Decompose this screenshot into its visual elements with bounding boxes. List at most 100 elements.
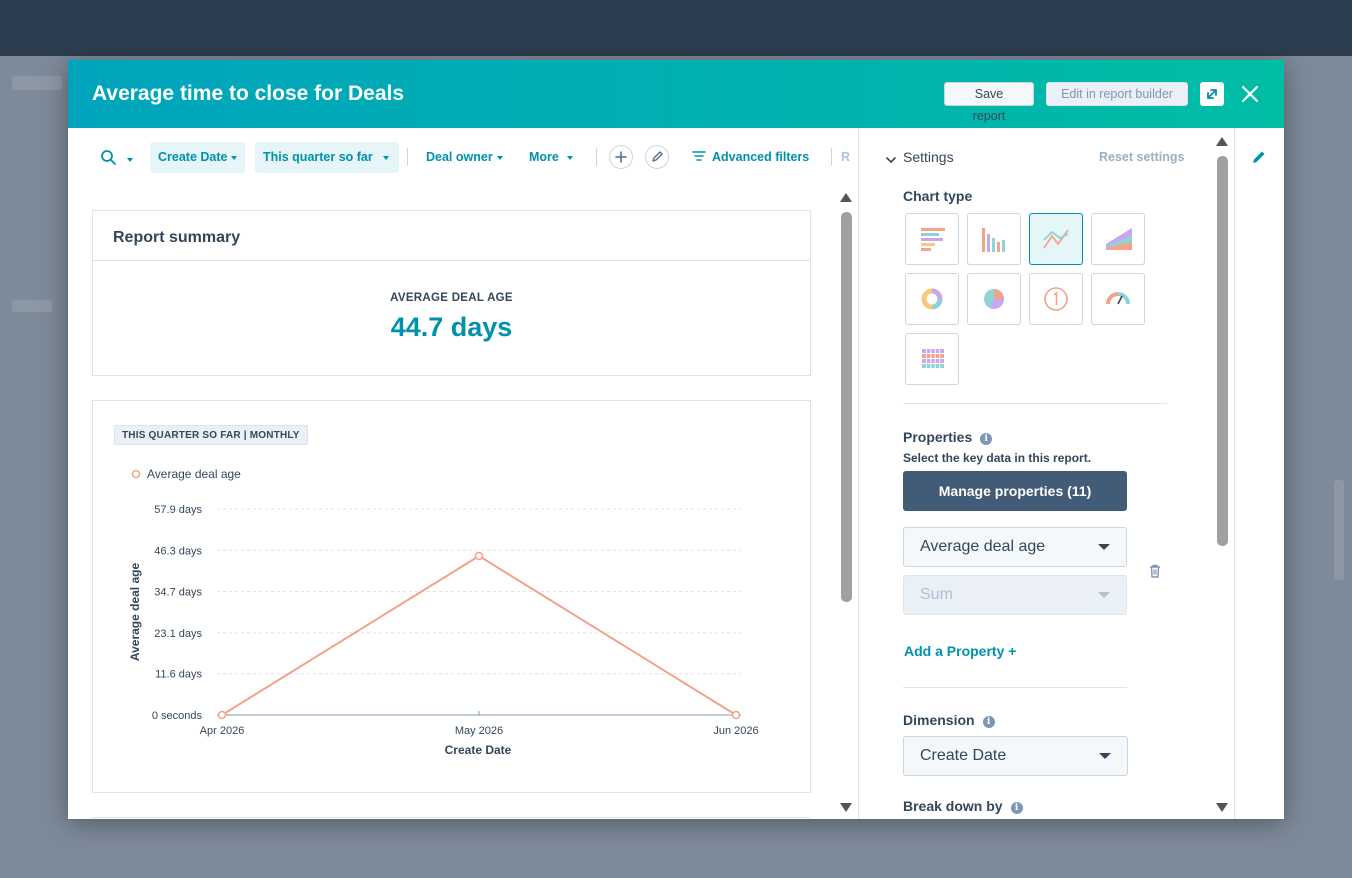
y-tick-label: 57.9 days <box>154 504 202 516</box>
table-icon <box>922 349 944 368</box>
chevron-down-icon <box>496 155 503 160</box>
filter-bar: Create Date This quarter so far Deal own… <box>68 128 858 186</box>
legend-marker <box>131 469 141 479</box>
summary-metric-value: 44.7 days <box>390 312 513 342</box>
x-axis-title: Create Date <box>445 743 512 757</box>
pencil-icon <box>652 151 663 162</box>
advanced-filters-label: Advanced filters <box>712 150 810 164</box>
dimension-select-value: Create Date <box>920 747 1007 764</box>
chart-type-gauge[interactable] <box>1091 273 1145 325</box>
info-icon[interactable]: i <box>1010 802 1023 814</box>
settings-scrollbar-thumb[interactable] <box>1217 156 1228 546</box>
manage-properties-button[interactable]: Manage properties (11) <box>903 471 1127 511</box>
truncated-filter[interactable]: R <box>841 150 851 164</box>
break-down-by-label-text: Break down by <box>903 798 1003 814</box>
caret-down-icon <box>1099 753 1111 759</box>
data-point <box>474 551 484 561</box>
line-chart: Average deal age 0 seconds 11.6 days 23.1 d… <box>128 467 759 757</box>
chart-type-horizontal-bar[interactable] <box>905 213 959 265</box>
background-block <box>12 300 52 312</box>
reset-settings-link[interactable]: Reset settings <box>1099 150 1185 164</box>
report-modal: Average time to close for Deals Save rep… <box>68 60 1284 819</box>
info-icon[interactable]: i <box>980 433 993 445</box>
dimension-select[interactable]: Create Date <box>903 736 1128 776</box>
delete-property-button[interactable] <box>1146 562 1164 580</box>
more-filters[interactable]: More <box>521 142 581 173</box>
horizontal-bar-chart-icon <box>921 228 945 251</box>
close-icon <box>1241 85 1259 103</box>
deal-owner-filter[interactable]: Deal owner <box>418 142 511 173</box>
y-tick-label: 0 seconds <box>152 710 203 722</box>
close-button[interactable] <box>1238 82 1262 106</box>
legend-label: Average deal age <box>147 467 241 481</box>
background-block <box>12 76 62 90</box>
trash-icon <box>1150 564 1160 578</box>
report-summary-title: Report summary <box>113 229 241 246</box>
left-scrollbar-thumb[interactable] <box>841 212 852 602</box>
dimension-label: Dimension i <box>903 712 995 728</box>
more-filters-label: More <box>529 150 559 164</box>
chevron-down-icon <box>886 157 896 164</box>
y-tick-label: 23.1 days <box>154 628 202 640</box>
properties-help-text: Select the key data in this report. <box>903 451 1092 465</box>
expand-button[interactable] <box>1200 82 1224 106</box>
edit-filter-button[interactable] <box>645 145 669 169</box>
gauge-chart-icon <box>1106 292 1130 305</box>
dimension-label-text: Dimension <box>903 712 975 728</box>
panel-divider <box>858 128 859 819</box>
y-tick-label: 46.3 days <box>154 545 202 557</box>
donut-chart-icon <box>921 288 943 310</box>
data-point <box>217 710 227 720</box>
modal-title: Average time to close for Deals <box>92 82 405 105</box>
filter-lines-icon <box>692 151 706 161</box>
x-tick-label: May 2026 <box>455 725 503 737</box>
scroll-up-arrow[interactable] <box>840 193 852 202</box>
date-range-tag: THIS QUARTER SO FAR | MONTHLY <box>114 425 308 445</box>
chart-type-single-value[interactable] <box>1029 273 1083 325</box>
scroll-down-arrow[interactable] <box>840 803 852 812</box>
vertical-bar-chart-icon <box>982 228 1005 252</box>
modal-header: Average time to close for Deals Save rep… <box>68 60 1284 128</box>
x-tick-label: Jun 2026 <box>713 725 758 737</box>
aggregation-select-value: Sum <box>920 586 953 603</box>
chart-card: THIS QUARTER SO FAR | MONTHLY Average de… <box>92 400 811 793</box>
x-tick-label: Apr 2026 <box>200 725 245 737</box>
chart-type-line[interactable] <box>1029 213 1083 265</box>
advanced-filters-button[interactable]: Advanced filters <box>684 142 817 173</box>
chart-type-vertical-bar[interactable] <box>967 213 1021 265</box>
add-filter-button[interactable] <box>609 145 633 169</box>
chevron-down-icon <box>231 155 238 160</box>
info-icon[interactable]: i <box>982 716 995 728</box>
chart-type-pie[interactable] <box>967 273 1021 325</box>
divider <box>407 148 408 166</box>
date-range-filter-label: This quarter so far <box>263 150 373 164</box>
settings-collapse-toggle[interactable] <box>884 153 898 167</box>
edit-in-report-builder-button[interactable]: Edit in report builder <box>1046 82 1188 106</box>
area-chart-icon <box>1106 228 1132 250</box>
panel-divider <box>1234 128 1235 819</box>
create-date-filter-label: Create Date <box>158 150 228 164</box>
save-report-button[interactable]: Save report <box>944 82 1034 123</box>
property-select[interactable]: Average deal age <box>903 527 1127 567</box>
property-select-value: Average deal age <box>920 538 1046 555</box>
divider <box>93 260 810 261</box>
chart-type-area[interactable] <box>1091 213 1145 265</box>
date-range-filter[interactable]: This quarter so far <box>255 142 399 173</box>
edit-report-name-button[interactable] <box>1250 148 1268 166</box>
divider <box>903 403 1167 404</box>
scroll-up-arrow[interactable] <box>1216 137 1228 146</box>
chart-type-donut[interactable] <box>905 273 959 325</box>
scroll-down-arrow[interactable] <box>1216 803 1228 812</box>
divider <box>596 148 597 166</box>
chart-type-label: Chart type <box>903 188 973 204</box>
properties-label-text: Properties <box>903 429 973 445</box>
divider <box>903 687 1127 688</box>
search-filter-toggle[interactable] <box>98 148 136 168</box>
create-date-filter[interactable]: Create Date <box>150 142 246 173</box>
expand-icon <box>1207 89 1217 99</box>
report-summary-card: Report summary AVERAGE DEAL AGE 44.7 day… <box>92 210 811 376</box>
caret-down-icon <box>1098 544 1110 550</box>
chart-type-table[interactable] <box>905 333 959 385</box>
add-property-link[interactable]: Add a Property + <box>904 643 1017 659</box>
settings-title: Settings <box>903 149 954 165</box>
